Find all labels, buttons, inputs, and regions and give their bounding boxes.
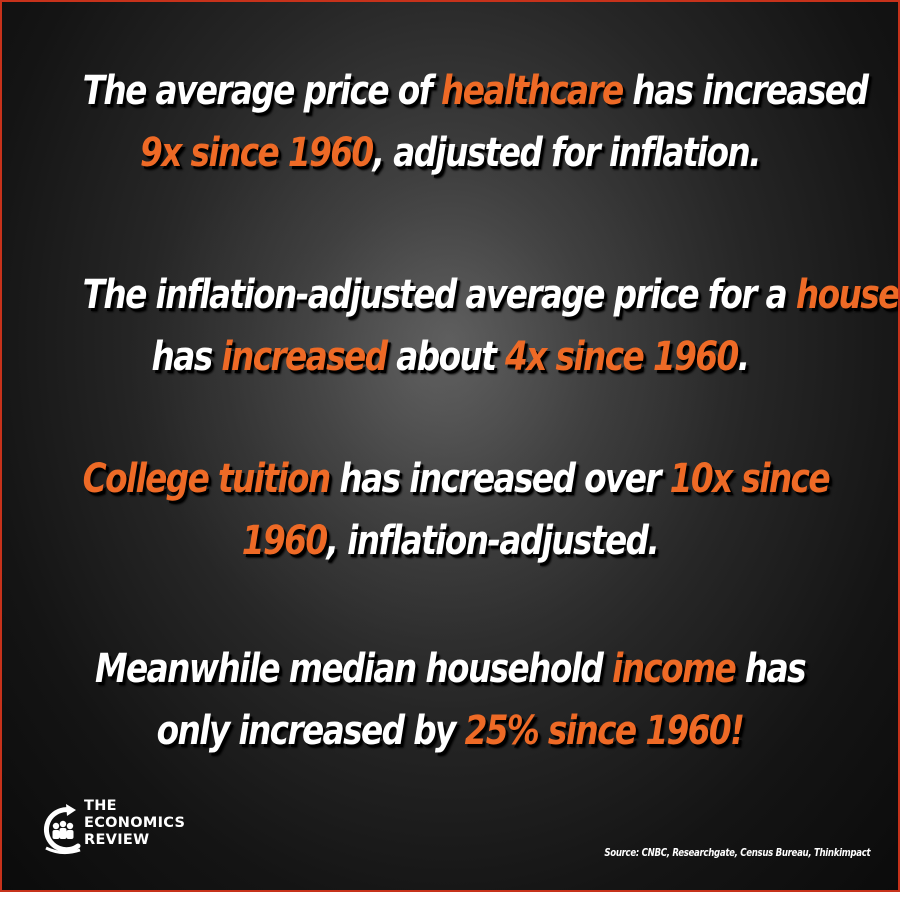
- economics-review-logo: THE ECONOMICS REVIEW: [40, 798, 230, 862]
- logo-line-economics: ECONOMICS: [84, 815, 186, 831]
- statement-text: has: [151, 334, 222, 380]
- highlighted-phrase: 9x since 1960: [140, 130, 374, 176]
- statement-text: The inflation-adjusted average price for…: [82, 272, 796, 318]
- statement-healthcare: The average price of healthcare has incr…: [82, 60, 869, 184]
- logo-line-review: REVIEW: [84, 832, 150, 848]
- statement-line: 9x since 1960, adjusted for inflation.: [83, 122, 818, 184]
- highlighted-phrase: 10x since: [669, 456, 831, 502]
- statement-line: only increased by 25% since 1960!: [83, 700, 818, 762]
- statement-text: has: [735, 646, 807, 692]
- highlighted-phrase: healthcare: [441, 68, 624, 114]
- source-citation: Source: CNBC, Researchgate, Census Burea…: [604, 847, 870, 859]
- statement-text: .: [737, 334, 750, 380]
- economics-review-logo-icon: [43, 804, 81, 855]
- highlighted-phrase: College tuition: [82, 456, 332, 502]
- highlighted-phrase: income: [611, 646, 737, 692]
- logo-line-the: THE: [84, 798, 117, 814]
- statement-text: about: [386, 334, 506, 380]
- statement-line: Meanwhile median household income has: [83, 638, 818, 700]
- highlighted-phrase: increased: [221, 334, 388, 380]
- statement-text: has increased over: [329, 456, 670, 502]
- statement-line: has increased about 4x since 1960.: [83, 326, 818, 388]
- statement-text: Meanwhile median household: [95, 646, 612, 692]
- highlighted-phrase: house: [795, 272, 899, 318]
- statement-household-income: Meanwhile median household income has onl…: [83, 638, 818, 762]
- statement-text: only increased by: [156, 708, 465, 754]
- logo-wordmark: THE ECONOMICS REVIEW: [84, 798, 185, 849]
- statement-college-tuition: College tuition has increased over 10x s…: [82, 448, 831, 572]
- statement-line: College tuition has increased over 10x s…: [82, 448, 831, 510]
- statement-text: , inflation-adjusted.: [326, 518, 660, 564]
- statement-house: The inflation-adjusted average price for…: [82, 264, 898, 388]
- statement-text: The average price of: [82, 68, 442, 114]
- statement-text: , adjusted for inflation.: [372, 130, 762, 176]
- highlighted-phrase: 25% since 1960!: [464, 708, 745, 754]
- statement-line: The inflation-adjusted average price for…: [82, 264, 898, 326]
- highlighted-phrase: 1960: [241, 518, 328, 564]
- statement-line: 1960, inflation-adjusted.: [83, 510, 818, 572]
- highlighted-phrase: 4x since 1960: [505, 334, 739, 380]
- statement-text: has increased: [622, 68, 869, 114]
- statement-line: The average price of healthcare has incr…: [82, 60, 869, 122]
